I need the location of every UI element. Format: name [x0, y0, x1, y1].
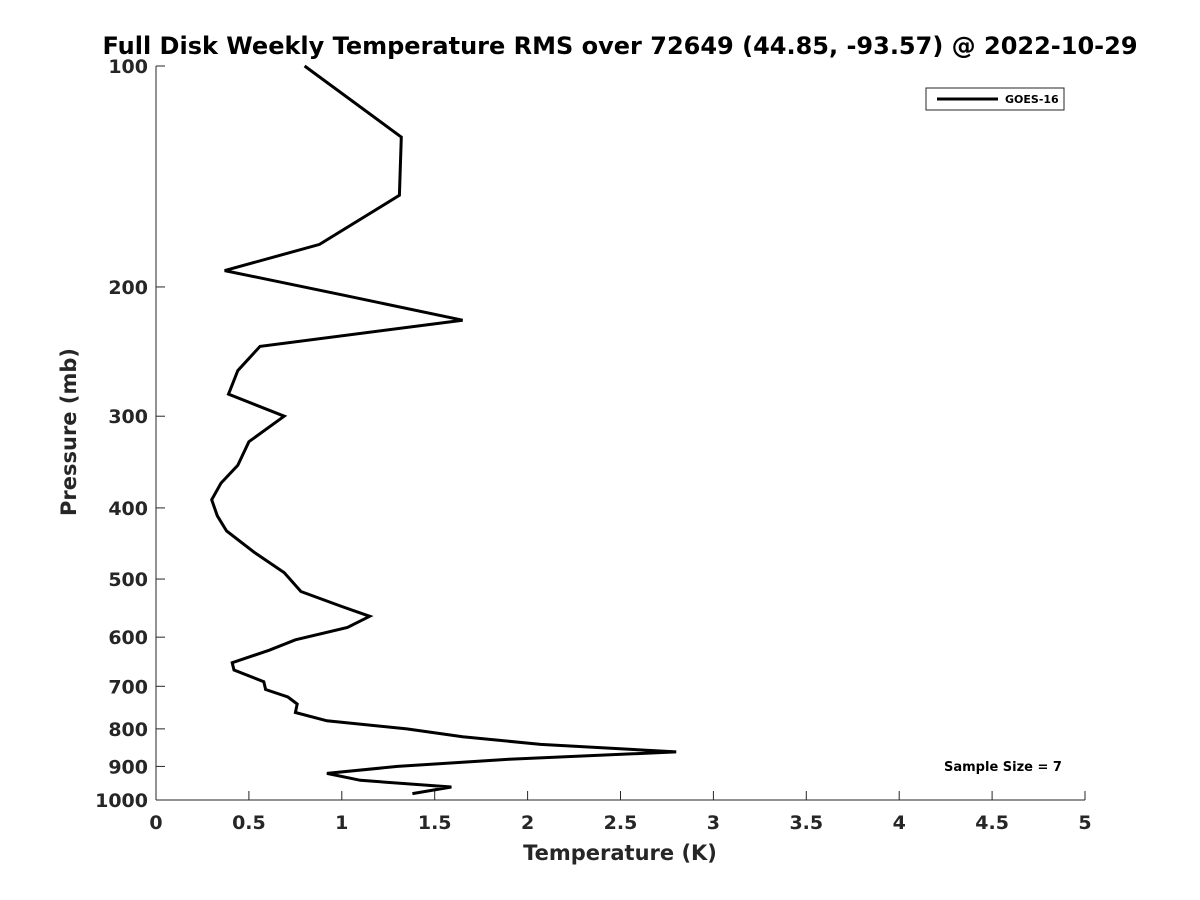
y-tick-label: 1000: [95, 790, 148, 812]
y-tick-label: 800: [108, 719, 148, 741]
x-tick-label: 1: [335, 812, 348, 834]
series-line-goes-16: [210, 64, 677, 796]
plot-axes: [155, 66, 1085, 801]
chart-title: Full Disk Weekly Temperature RMS over 72…: [102, 32, 1137, 60]
y-tick-label: 300: [108, 406, 148, 428]
x-tick-label: 2.5: [604, 812, 638, 834]
y-tick-label: 900: [108, 756, 148, 778]
legend: GOES-16: [925, 87, 1065, 111]
x-tick-label: 0.5: [232, 812, 266, 834]
y-axis-label: Pressure (mb): [57, 348, 81, 516]
legend-label: GOES-16: [1005, 93, 1059, 106]
y-tick-label: 500: [108, 569, 148, 591]
x-tick-label: 2: [521, 812, 534, 834]
sample-size-annotation: Sample Size = 7: [944, 760, 1062, 775]
x-tick-label: 4: [893, 812, 906, 834]
x-tick-label: 0: [149, 812, 162, 834]
y-tick-label: 600: [108, 627, 148, 649]
x-tick-label: 5: [1078, 812, 1091, 834]
x-tick-label: 1.5: [418, 812, 452, 834]
x-axis-ticks: 0 0.5 1 1.5 2 2.5 3 3.5 4 4.5 5: [149, 791, 1092, 834]
y-tick-label: 200: [108, 277, 148, 299]
y-tick-label: 400: [108, 498, 148, 520]
y-tick-label: 100: [108, 56, 148, 78]
x-tick-label: 4.5: [975, 812, 1009, 834]
x-axis-label: Temperature (K): [523, 841, 717, 865]
y-axis-ticks: 100 200 300 400 500 600 700 800 900 1000: [95, 56, 165, 812]
y-tick-label: 700: [108, 676, 148, 698]
x-tick-label: 3: [707, 812, 720, 834]
x-tick-label: 3.5: [789, 812, 823, 834]
series-group: [210, 64, 677, 796]
